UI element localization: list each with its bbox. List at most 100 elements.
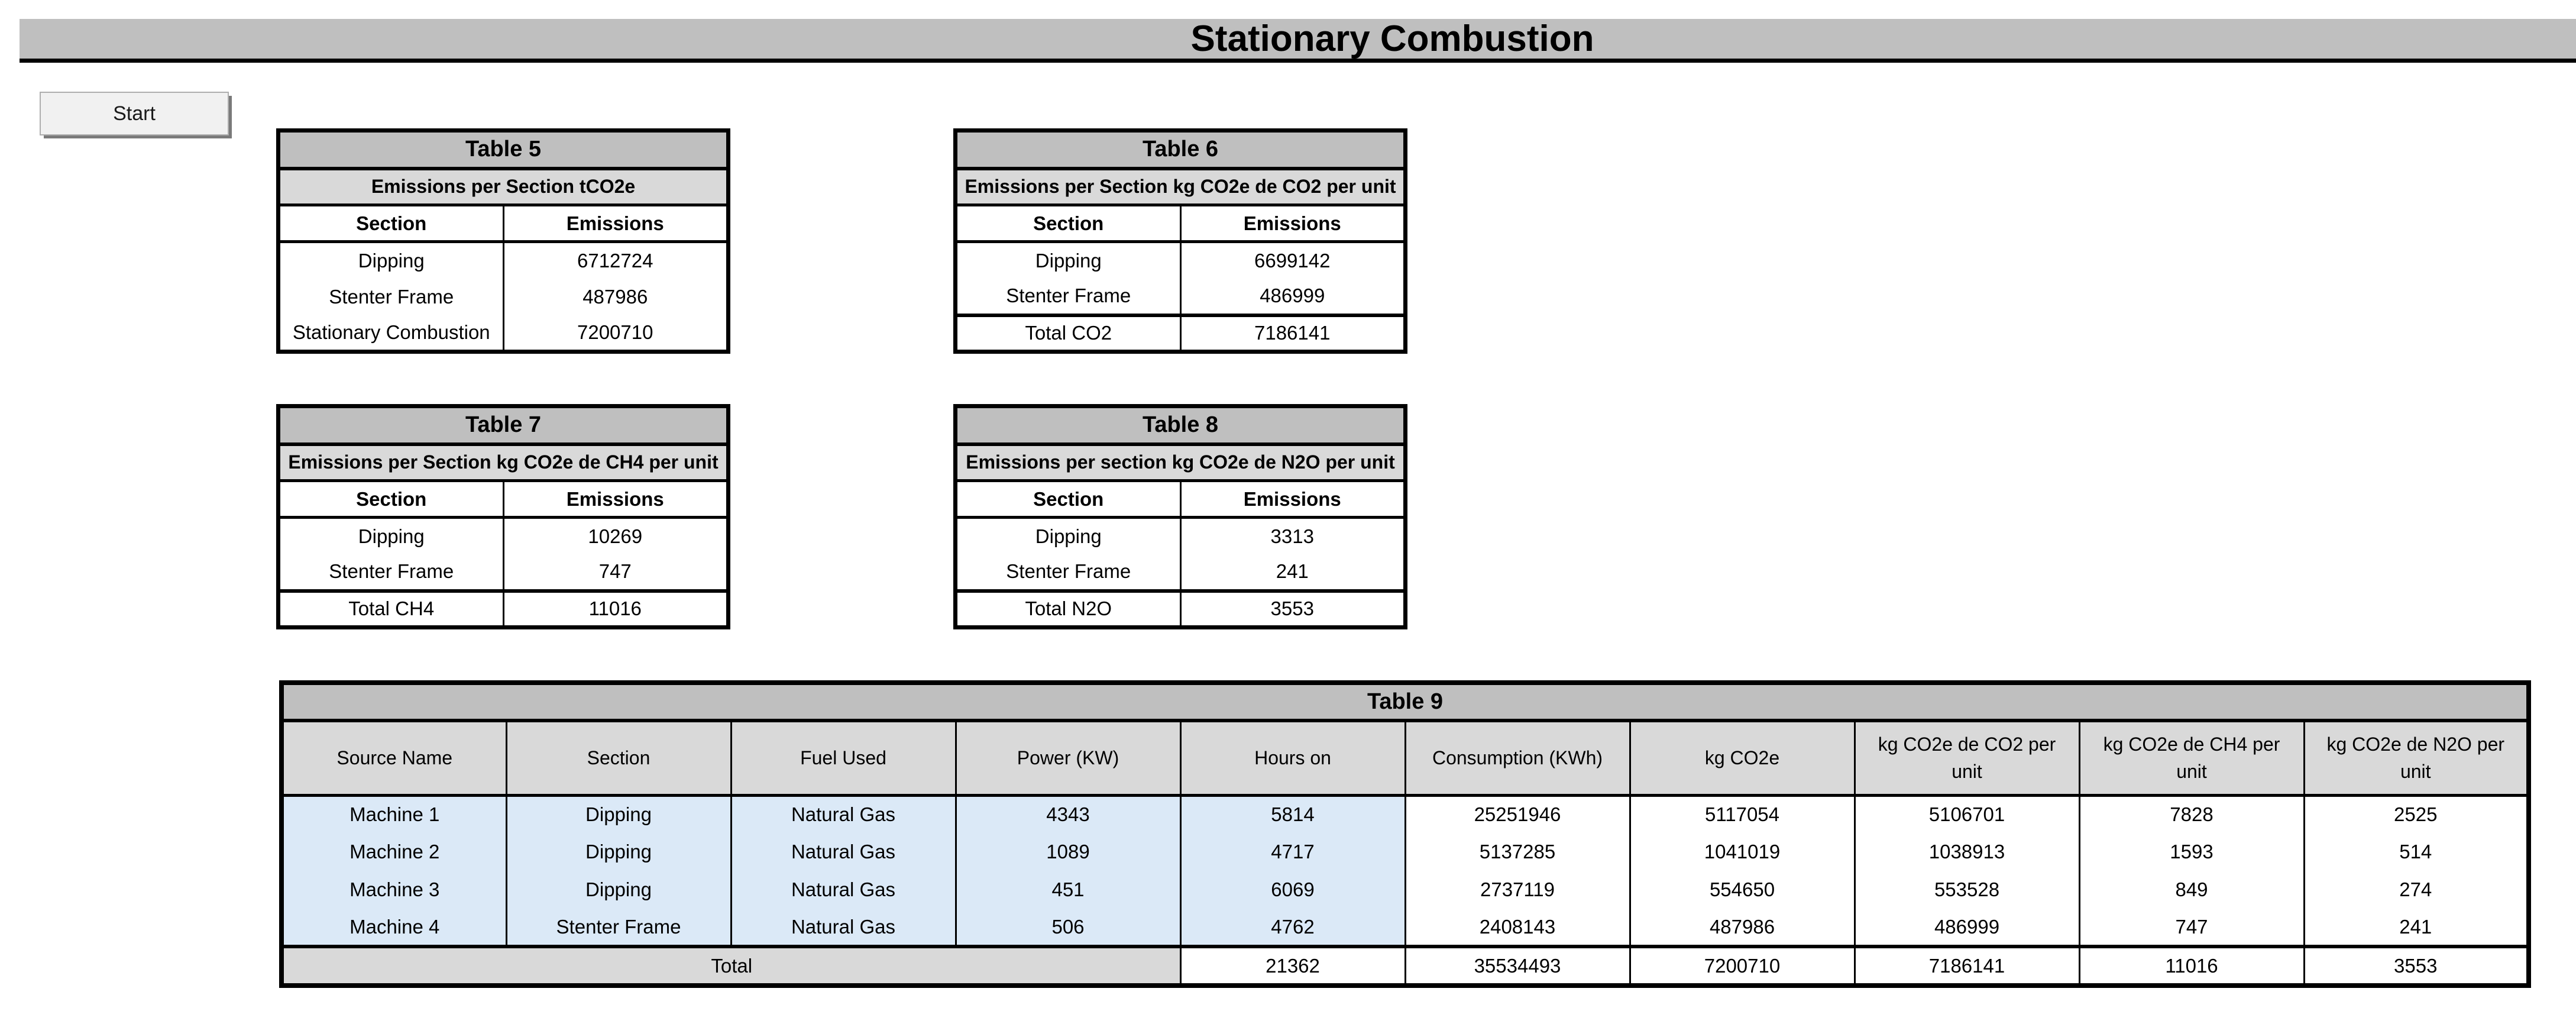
consumption-cell: 25251946	[1404, 795, 1630, 833]
table-row: Dipping 6712724	[279, 241, 729, 279]
column-header-section: Section	[278, 205, 503, 243]
emissions-cell: 486999	[1179, 278, 1406, 315]
column-header-emissions: Emissions	[1179, 205, 1406, 243]
total-value-cell: 11016	[502, 589, 729, 628]
section-cell: Dipping	[505, 795, 731, 833]
section-cell: Stenter Frame	[505, 909, 731, 947]
table-6-header-row: Table 6	[955, 130, 1406, 170]
n2o-per-unit-cell: 241	[2303, 909, 2529, 947]
table-row: Stenter Frame 486999	[956, 278, 1406, 315]
table-9-header-row: Table 9	[281, 683, 2529, 722]
ch4-per-unit-cell: 849	[2078, 871, 2304, 909]
section-cell: Dipping	[358, 249, 425, 272]
co2-per-unit-cell: 553528	[1853, 871, 2079, 909]
emissions-cell: 6712724	[502, 241, 729, 279]
total-label-cell: Total CH4	[278, 589, 503, 628]
power-cell: 506	[954, 909, 1180, 947]
table-6: Table 6 Emissions per Section kg CO2e de…	[953, 128, 1407, 354]
section-cell: Dipping	[505, 833, 731, 871]
table-8-subtitle: Emissions per section kg CO2e de N2O per…	[955, 444, 1406, 482]
section-cell: Stationary Combustion	[292, 321, 490, 343]
total-hours-on-cell: 21362	[1179, 945, 1405, 986]
column-header-emissions: Emissions	[502, 480, 729, 519]
column-header-hours-on: Hours on	[1179, 721, 1405, 797]
total-row: Total 21362 35534493 7200710 7186141 110…	[281, 945, 2529, 986]
total-label-cell: Total CO2	[955, 313, 1180, 352]
emissions-cell: 3313	[1179, 517, 1406, 554]
ch4-per-unit-cell: 1593	[2078, 833, 2304, 871]
table-7-subtitle: Emissions per Section kg CO2e de CH4 per…	[278, 444, 729, 482]
emissions-cell: 487986	[502, 278, 729, 315]
column-header-n2o-per-unit: kg CO2e de N2O per unit	[2303, 721, 2529, 797]
emissions-cell: 7200710	[502, 315, 729, 352]
column-header-section: Section	[955, 480, 1180, 519]
total-consumption-cell: 35534493	[1404, 945, 1630, 986]
column-header-ch4-per-unit: kg CO2e de CH4 per unit	[2078, 721, 2304, 797]
table-5-column-header-row: Section Emissions	[278, 205, 729, 243]
table-row: Stenter Frame 241	[956, 554, 1406, 591]
fuel-used-cell: Natural Gas	[730, 833, 956, 871]
table-row: Machine 1 Dipping Natural Gas 4343 5814 …	[281, 795, 2529, 833]
column-header-power: Power (KW)	[954, 721, 1180, 797]
total-label-cell: Total N2O	[955, 589, 1180, 628]
total-label-cell: Total	[281, 945, 1180, 986]
sheet-title-bar: Stationary Combustion	[20, 18, 2576, 63]
n2o-per-unit-cell: 514	[2303, 833, 2529, 871]
n2o-per-unit-cell: 2525	[2303, 795, 2529, 833]
start-button[interactable]: Start	[40, 92, 229, 135]
column-header-source-name: Source Name	[281, 721, 506, 797]
fuel-used-cell: Natural Gas	[730, 795, 956, 833]
n2o-per-unit-cell: 274	[2303, 871, 2529, 909]
total-co2-per-unit-cell: 7186141	[1853, 945, 2079, 986]
table-9-title: Table 9	[281, 683, 2529, 722]
column-header-co2-per-unit: kg CO2e de CO2 per unit	[1853, 721, 2079, 797]
total-n2o-per-unit-cell: 3553	[2303, 945, 2529, 986]
table-row: Stenter Frame 747	[279, 554, 729, 591]
table-5-title: Table 5	[278, 130, 729, 170]
co2-per-unit-cell: 486999	[1853, 909, 2079, 947]
source-name-cell: Machine 2	[281, 833, 506, 871]
section-cell: Stenter Frame	[1006, 285, 1131, 306]
table-6-column-header-row: Section Emissions	[955, 205, 1406, 243]
ch4-per-unit-cell: 7828	[2078, 795, 2304, 833]
column-header-section: Section	[955, 205, 1180, 243]
table-row: Dipping 10269	[279, 517, 729, 554]
hours-on-cell: 4762	[1179, 909, 1405, 947]
emissions-cell: 6699142	[1179, 241, 1406, 279]
table-8-subtitle-row: Emissions per section kg CO2e de N2O per…	[955, 444, 1406, 482]
co2-per-unit-cell: 1038913	[1853, 833, 2079, 871]
consumption-cell: 2737119	[1404, 871, 1630, 909]
power-cell: 1089	[954, 833, 1180, 871]
table-6-subtitle: Emissions per Section kg CO2e de CO2 per…	[955, 168, 1406, 206]
table-5-subtitle-row: Emissions per Section tCO2e	[278, 168, 729, 206]
table-row: Dipping 6699142	[956, 241, 1406, 279]
total-row: Total CO2 7186141	[955, 313, 1406, 352]
hours-on-cell: 6069	[1179, 871, 1405, 909]
section-cell: Stenter Frame	[329, 560, 454, 582]
hours-on-cell: 4717	[1179, 833, 1405, 871]
table-row: Machine 3 Dipping Natural Gas 451 6069 2…	[281, 871, 2529, 909]
section-cell: Dipping	[358, 525, 425, 547]
source-name-cell: Machine 4	[281, 909, 506, 947]
table-row: Dipping 3313	[956, 517, 1406, 554]
power-cell: 451	[954, 871, 1180, 909]
emissions-cell: 10269	[502, 517, 729, 554]
table-7-header-row: Table 7	[278, 406, 729, 446]
table-9: Table 9 Source Name Section Fuel Used Po…	[279, 680, 2531, 988]
table-row: Stenter Frame 487986	[279, 278, 729, 315]
kg-co2e-cell: 554650	[1629, 871, 1855, 909]
co2-per-unit-cell: 5106701	[1853, 795, 2079, 833]
table-row: Machine 2 Dipping Natural Gas 1089 4717 …	[281, 833, 2529, 871]
consumption-cell: 5137285	[1404, 833, 1630, 871]
page-title: Stationary Combustion	[1190, 18, 1594, 59]
total-value-cell: 3553	[1179, 589, 1406, 628]
start-button-label: Start	[113, 102, 156, 125]
total-value-cell: 7186141	[1179, 313, 1406, 352]
fuel-used-cell: Natural Gas	[730, 871, 956, 909]
column-header-consumption: Consumption (KWh)	[1404, 721, 1630, 797]
section-cell: Dipping	[505, 871, 731, 909]
ch4-per-unit-cell: 747	[2078, 909, 2304, 947]
table-5-subtitle: Emissions per Section tCO2e	[278, 168, 729, 206]
fuel-used-cell: Natural Gas	[730, 909, 956, 947]
source-name-cell: Machine 3	[281, 871, 506, 909]
